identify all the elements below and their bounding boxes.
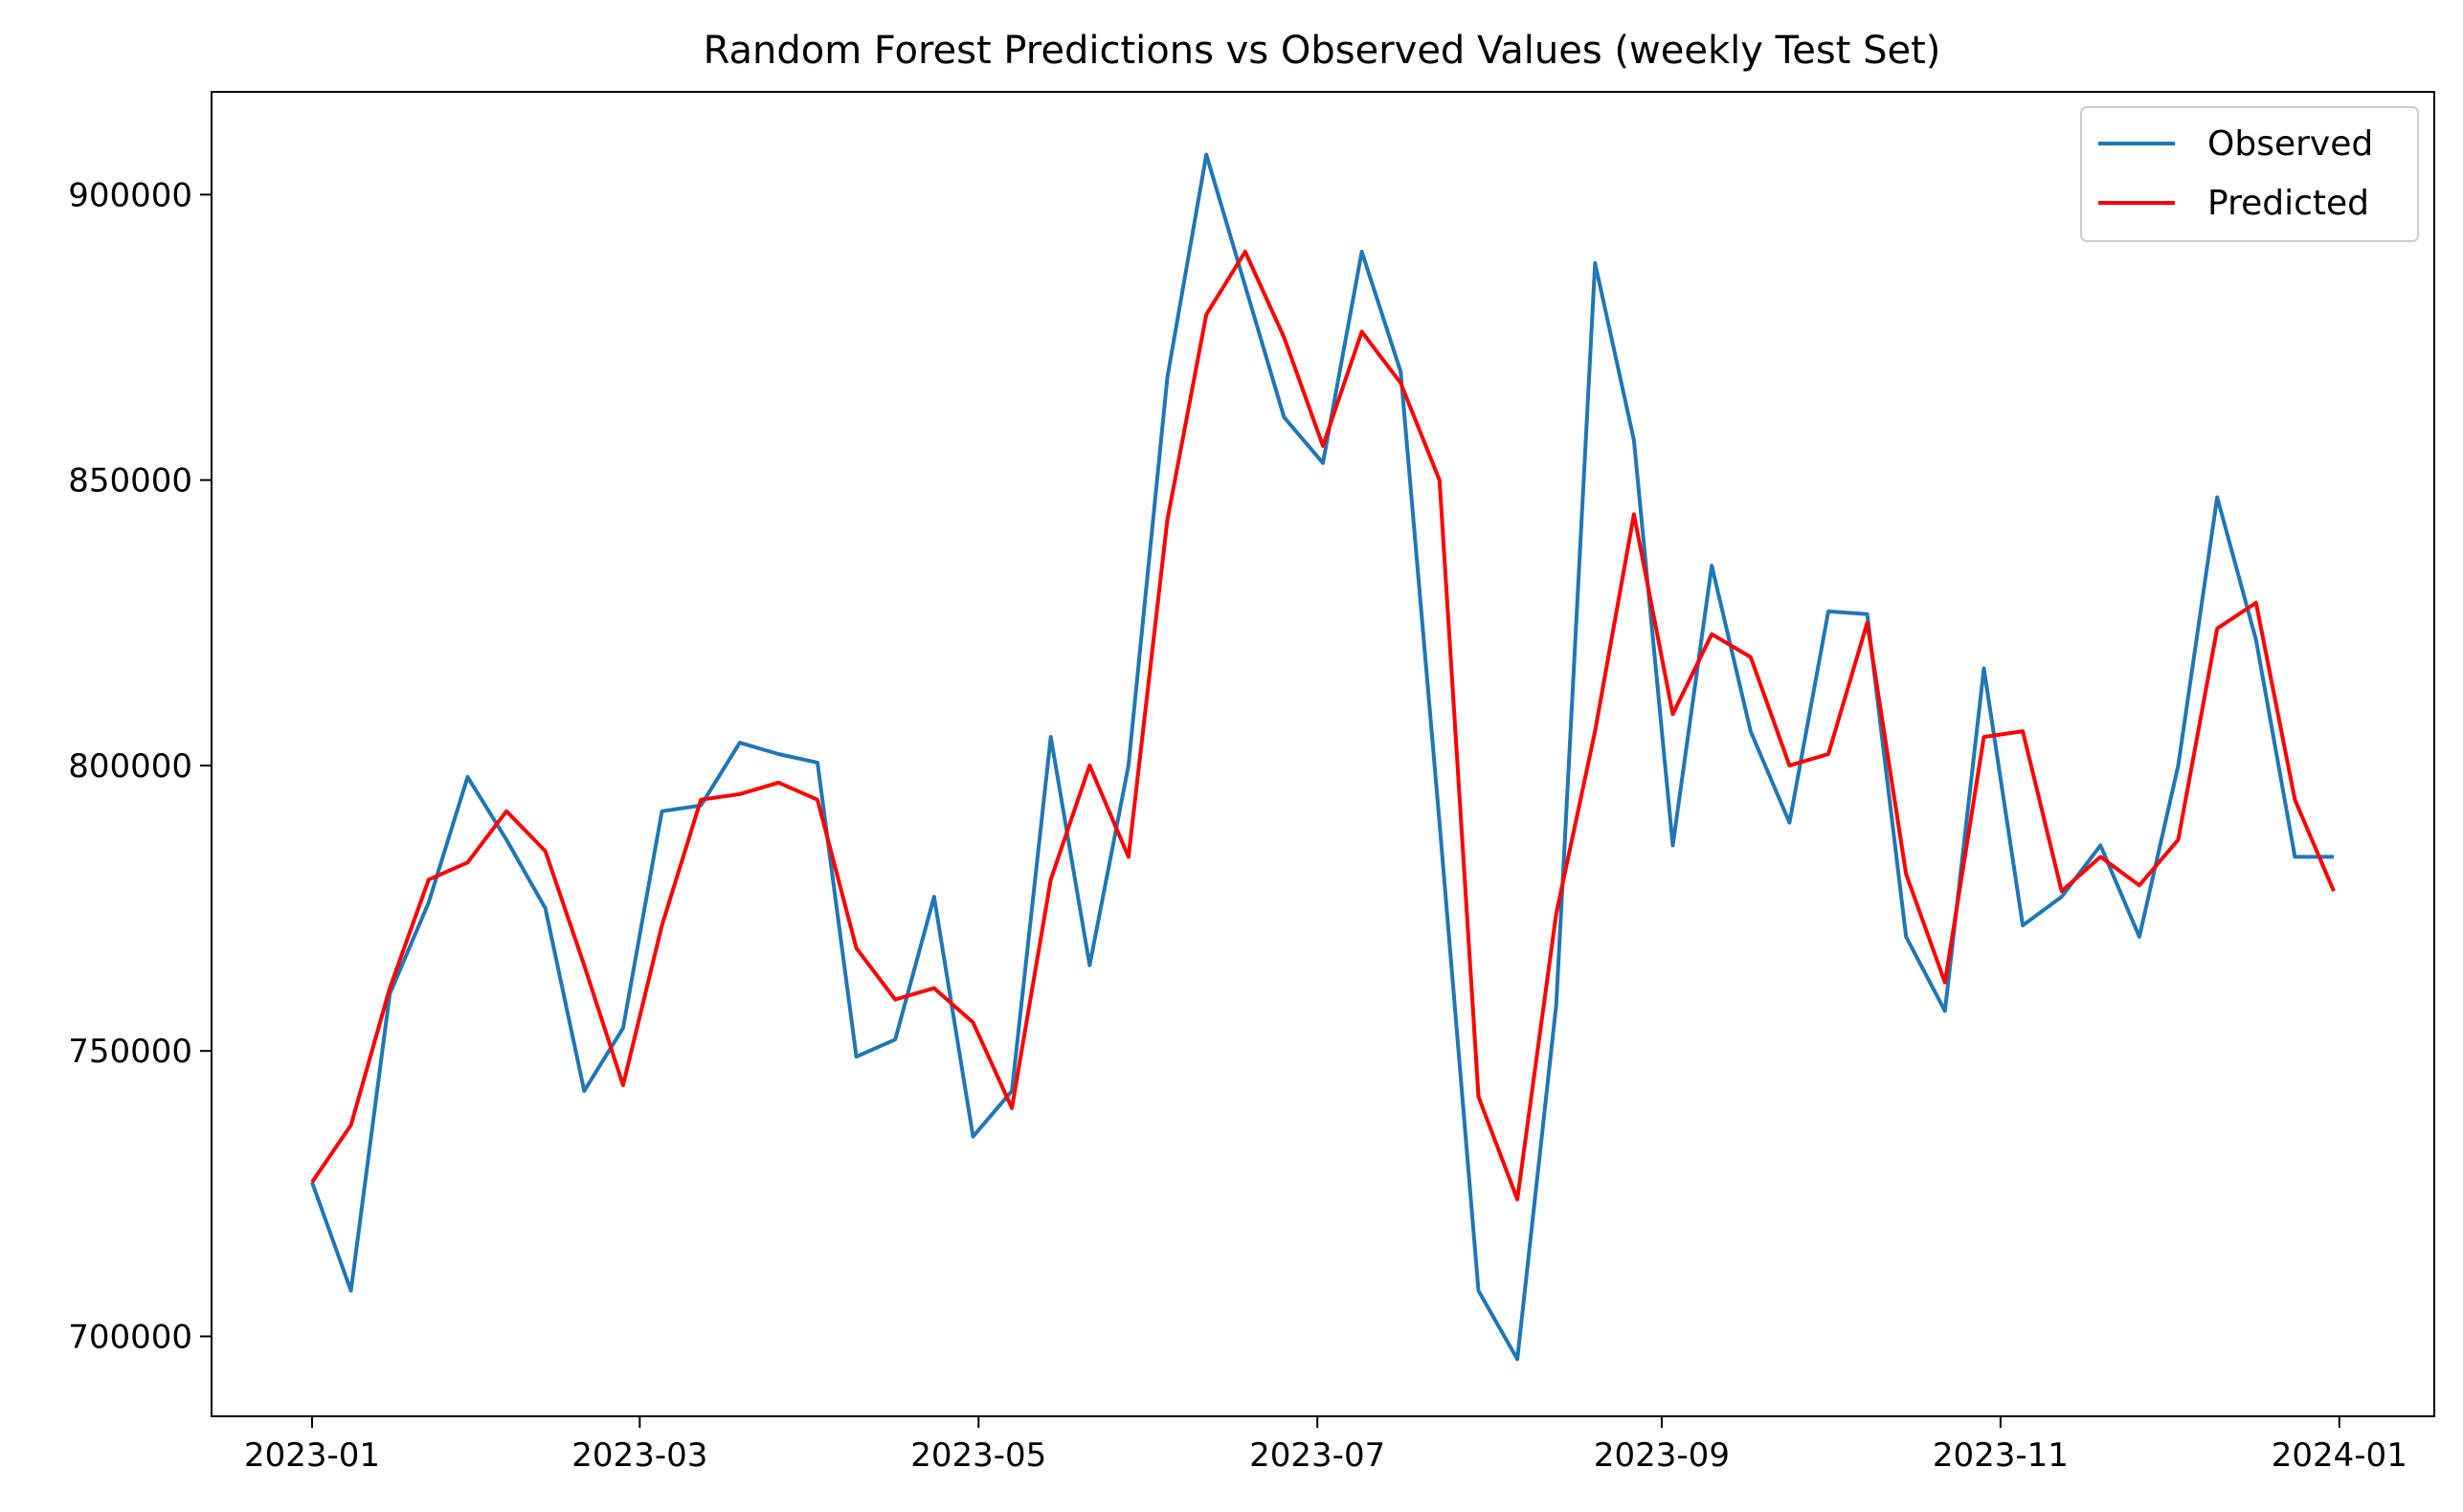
- legend-label-observed: Observed: [2207, 124, 2373, 164]
- x-tick-label: 2024-01: [2272, 1436, 2407, 1475]
- x-axis: 2023-01 2023-03 2023-05 2023-07 2023-09 2023-…: [244, 1416, 2407, 1475]
- series-line-observed: [310, 152, 2334, 1362]
- plot-frame: [211, 91, 2435, 1417]
- x-tick-label: 2023-05: [910, 1436, 1046, 1475]
- plot-lines: [310, 152, 2336, 1362]
- x-tick-label: 2023-09: [1594, 1436, 1730, 1475]
- x-tick-label: 2023-01: [244, 1436, 380, 1475]
- legend: Observed Predicted: [2080, 106, 2419, 242]
- legend-box: [2080, 106, 2419, 242]
- x-tick-label: 2023-07: [1249, 1436, 1385, 1475]
- y-tick-label: 900000: [68, 176, 192, 214]
- y-tick-label: 850000: [68, 462, 192, 500]
- x-tick-label: 2023-03: [571, 1436, 707, 1475]
- y-axis: 700000 750000 800000 850000 900000: [68, 176, 212, 1356]
- x-tick-label: 2023-11: [1933, 1436, 2069, 1475]
- legend-label-predicted: Predicted: [2207, 184, 2369, 223]
- y-tick-label: 800000: [68, 747, 192, 786]
- series-line-predicted: [310, 250, 2336, 1202]
- y-tick-label: 700000: [68, 1318, 192, 1356]
- chart-title: Random Forest Predictions vs Observed Va…: [704, 29, 1941, 73]
- y-tick-label: 750000: [68, 1033, 192, 1071]
